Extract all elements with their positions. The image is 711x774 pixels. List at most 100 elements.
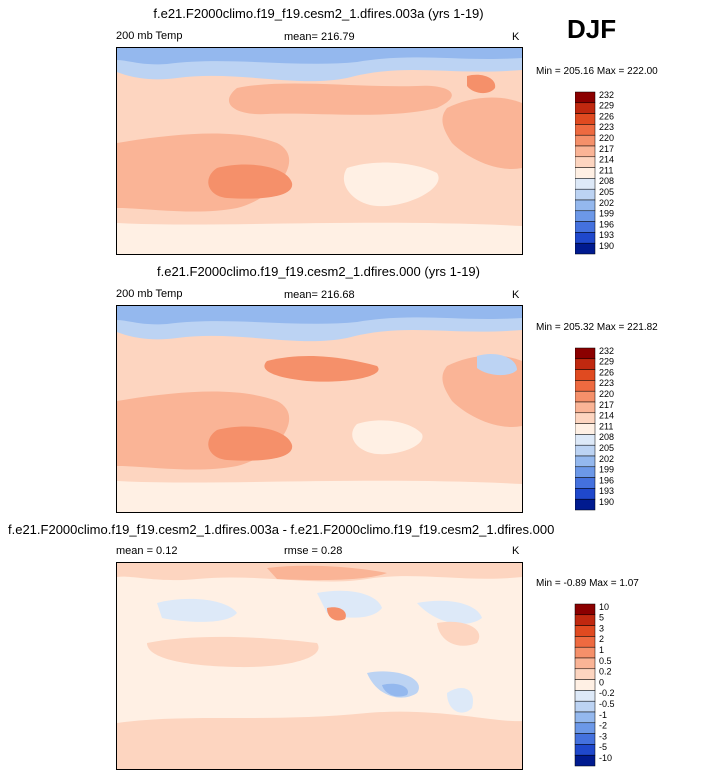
colorbar-swatch (574, 434, 596, 446)
colorbar-tick-label: -10 (599, 753, 612, 763)
colorbar-swatch (574, 455, 596, 468)
colorbar-tick-label: 202 (599, 198, 614, 208)
panel2-units-label: K (512, 289, 520, 301)
panel3-map (116, 562, 523, 770)
colorbar-swatch (574, 358, 596, 370)
colorbar-tick-label: 220 (599, 133, 614, 143)
panel3-mean-label: mean = 0.12 (116, 545, 178, 557)
colorbar-tick-label: 199 (599, 209, 614, 219)
colorbar-swatch (574, 390, 596, 403)
panel3-units-label: K (512, 545, 520, 557)
colorbar-tick-label: 220 (599, 389, 614, 399)
panel2-map (116, 305, 523, 513)
colorbar-swatch (574, 134, 596, 147)
colorbar-tick-label: 217 (599, 144, 614, 154)
colorbar-tick-label: 1 (599, 645, 604, 655)
colorbar-tick-label: 196 (599, 475, 614, 485)
colorbar-tick-label: 193 (599, 486, 614, 496)
colorbar-tick-label: 0.2 (599, 667, 612, 677)
colorbar-tick-label: 214 (599, 411, 614, 421)
panel1-minmax: Min = 205.16 Max = 222.00 (536, 66, 658, 77)
colorbar-swatch (574, 636, 596, 648)
colorbar-tick-label: 190 (599, 241, 614, 251)
colorbar-tick-label: -2 (599, 721, 607, 731)
colorbar-tick-label: 205 (599, 443, 614, 453)
colorbar-swatch (574, 722, 596, 734)
panel2-minmax: Min = 205.32 Max = 221.82 (536, 322, 658, 333)
colorbar-tick-label: -1 (599, 710, 607, 720)
panel1-left-label: 200 mb Temp (116, 30, 183, 42)
colorbar-swatch (574, 221, 596, 233)
colorbar-tick-label: 202 (599, 454, 614, 464)
colorbar-swatch (574, 242, 596, 255)
colorbar-tick-label: 232 (599, 346, 614, 356)
colorbar-swatch (574, 91, 596, 104)
panel3-minmax: Min = -0.89 Max = 1.07 (536, 578, 639, 589)
colorbar-swatch (574, 754, 596, 767)
panel1-mean-label: mean= 216.79 (284, 31, 355, 43)
colorbar-tick-label: 0.5 (599, 656, 612, 666)
colorbar-swatch (574, 380, 596, 392)
colorbar-swatch (574, 167, 596, 179)
colorbar-tick-label: 226 (599, 367, 614, 377)
colorbar-tick-label: 0 (599, 677, 604, 687)
colorbar-tick-label: 223 (599, 378, 614, 388)
colorbar-swatch (574, 347, 596, 360)
colorbar-swatch (574, 668, 596, 680)
colorbar-tick-label: 199 (599, 465, 614, 475)
colorbar-swatch (574, 102, 596, 114)
colorbar-tick-label: 232 (599, 90, 614, 100)
colorbar-tick-label: 208 (599, 176, 614, 186)
colorbar-tick-label: 208 (599, 432, 614, 442)
colorbar-swatch (574, 466, 596, 478)
colorbar-swatch (574, 113, 596, 125)
colorbar-swatch (574, 498, 596, 511)
colorbar-swatch (574, 711, 596, 724)
colorbar-swatch (574, 369, 596, 381)
colorbar-swatch (574, 199, 596, 212)
colorbar-swatch (574, 679, 596, 691)
colorbar-swatch (574, 733, 596, 745)
colorbar-swatch (574, 188, 596, 201)
panel1-title-text: f.e21.F2000climo.f19_f19.cesm2_1.dfires.… (153, 6, 484, 21)
panel1-title: f.e21.F2000climo.f19_f19.cesm2_1.dfires.… (0, 6, 711, 21)
panel2-contour-field (117, 306, 522, 512)
panel3-rmse-label: rmse = 0.28 (284, 545, 343, 557)
colorbar-swatch (574, 614, 596, 626)
colorbar-swatch (574, 477, 596, 489)
colorbar-swatch (574, 646, 596, 659)
colorbar-swatch (574, 178, 596, 190)
panel2-left-label: 200 mb Temp (116, 288, 183, 300)
colorbar-swatch (574, 625, 596, 637)
colorbar-tick-label: 223 (599, 122, 614, 132)
colorbar-tick-label: 196 (599, 219, 614, 229)
colorbar-tick-label: 217 (599, 400, 614, 410)
panel1-colorbar: 232 229 226 223 220 217 214 211 208 205 202 199 196 1… (574, 90, 645, 260)
season-label: DJF (567, 14, 617, 44)
colorbar-swatch (574, 210, 596, 222)
colorbar-tick-label: 205 (599, 187, 614, 197)
colorbar-swatch (574, 124, 596, 136)
panel1-map (116, 47, 523, 255)
colorbar-tick-label: -0.5 (599, 699, 615, 709)
colorbar-swatch (574, 603, 596, 616)
colorbar-swatch (574, 744, 596, 756)
colorbar-tick-label: 10 (599, 602, 609, 612)
colorbar-tick-label: 211 (599, 421, 613, 431)
colorbar-swatch (574, 444, 596, 457)
colorbar-tick-label: 226 (599, 111, 614, 121)
colorbar-tick-label: 2 (599, 634, 604, 644)
colorbar-swatch (574, 232, 596, 244)
panel2-mean-label: mean= 216.68 (284, 289, 355, 301)
panel2-colorbar-svg: 2322292262232202172142112082052021991961… (574, 346, 614, 511)
colorbar-swatch (574, 412, 596, 424)
colorbar-swatch (574, 145, 596, 158)
colorbar-tick-label: 193 (599, 230, 614, 240)
panel3-contour-field (117, 563, 522, 769)
colorbar-swatch (574, 423, 596, 435)
colorbar-tick-label: 229 (599, 357, 614, 367)
panel1-units-label: K (512, 31, 520, 43)
colorbar-tick-label: -0.2 (599, 688, 615, 698)
panel2-title: f.e21.F2000climo.f19_f19.cesm2_1.dfires.… (0, 264, 711, 279)
